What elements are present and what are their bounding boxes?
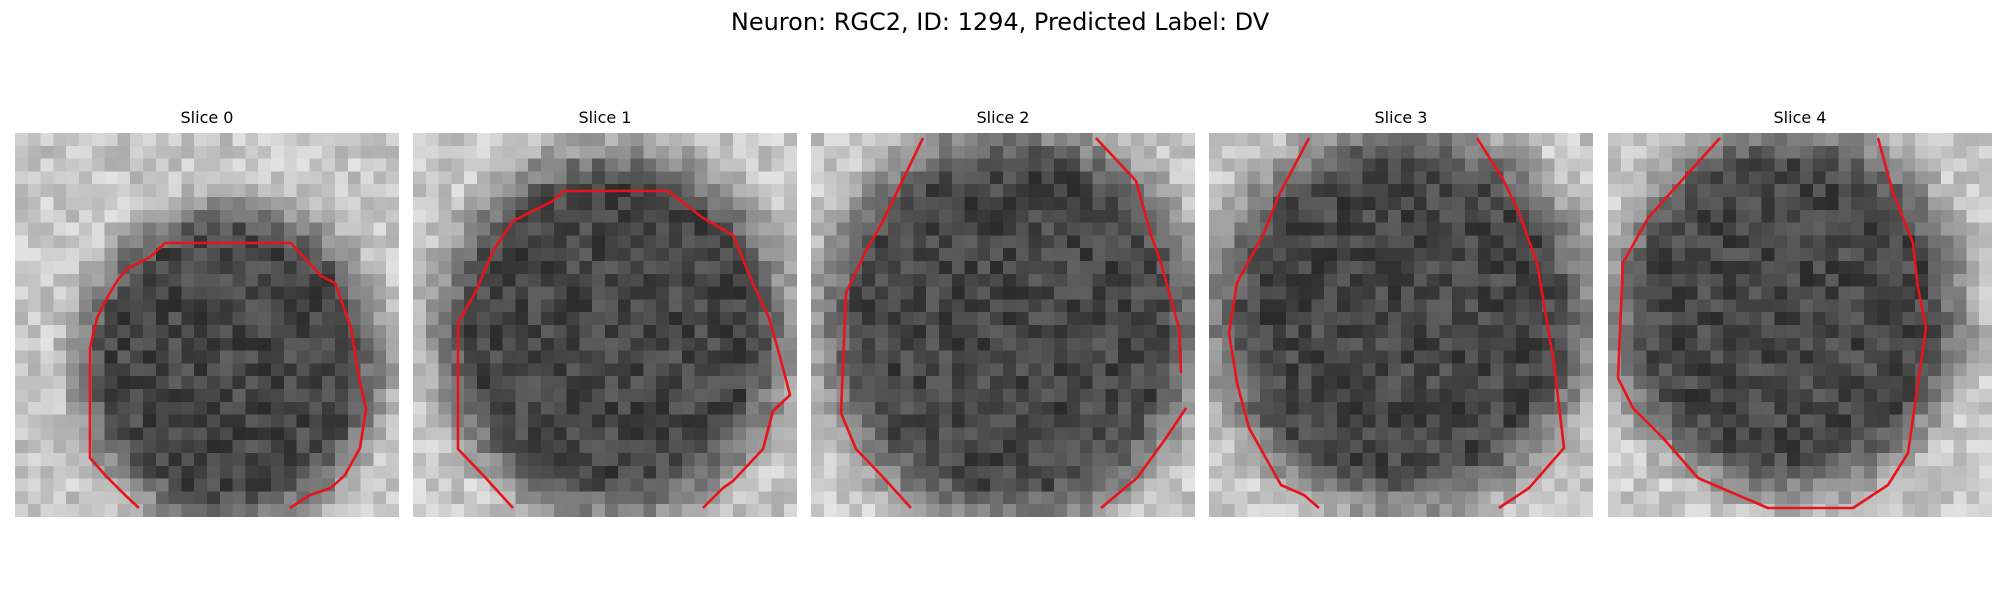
red-contour: [839, 137, 1188, 509]
slice-panel-2: Slice 2: [811, 108, 1195, 518]
grayscale-image: [1608, 133, 1992, 517]
red-contour: [88, 241, 368, 510]
slice-title: Slice 0: [180, 108, 234, 127]
grayscale-image: [1209, 133, 1593, 517]
slice-panel-1: Slice 1: [413, 108, 797, 518]
slice-title: Slice 4: [1773, 108, 1827, 127]
slice-panel-4: Slice 4: [1608, 108, 1992, 518]
figure-title: Neuron: RGC2, ID: 1294, Predicted Label:…: [730, 8, 1270, 36]
slice-title: Slice 1: [578, 108, 632, 127]
slice-title: Slice 3: [1374, 108, 1428, 127]
grayscale-image: [811, 133, 1195, 517]
slice-title: Slice 2: [976, 108, 1030, 127]
red-contour: [1227, 137, 1566, 510]
slice-panel-0: Slice 0: [15, 108, 399, 518]
slice-panel-3: Slice 3: [1209, 108, 1593, 518]
red-contour: [1616, 137, 1928, 510]
red-contour: [456, 189, 792, 509]
grayscale-image: [15, 133, 399, 517]
grayscale-image: [413, 133, 797, 517]
